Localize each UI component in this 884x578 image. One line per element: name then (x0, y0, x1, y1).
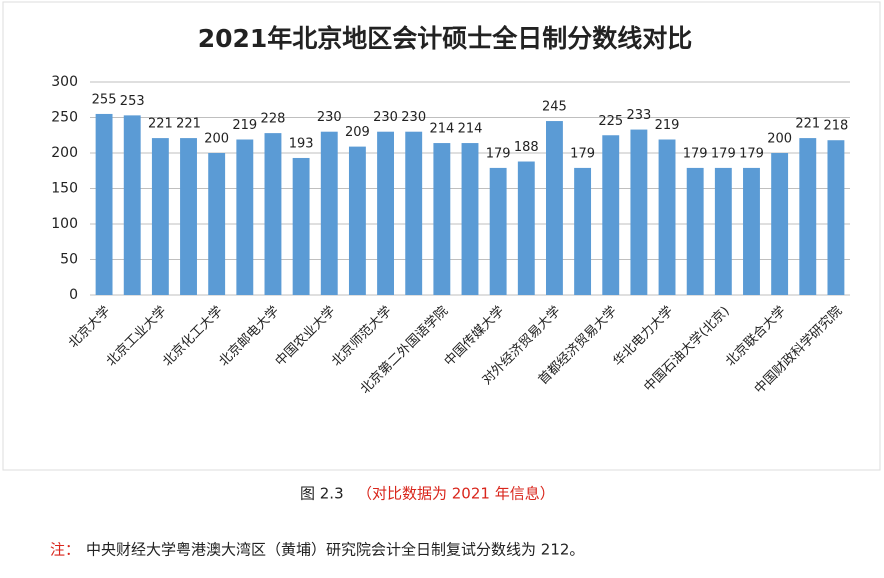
bar (292, 157, 310, 295)
caption-label: 图 2.3 (300, 485, 344, 503)
caption-text: （对比数据为 2021 年信息） (357, 485, 555, 503)
value-label: 219 (232, 118, 257, 133)
value-label: 179 (711, 146, 736, 161)
bar (95, 113, 113, 295)
value-label: 255 (92, 92, 117, 107)
value-label: 200 (204, 132, 229, 147)
bar (574, 167, 592, 295)
value-label: 188 (514, 140, 539, 155)
bar (602, 135, 620, 295)
value-label: 209 (345, 125, 370, 140)
chart-title: 2021年北京地区会计硕士全日制分数线对比 (198, 24, 693, 53)
bar (827, 140, 845, 295)
bar (517, 161, 535, 295)
bar (686, 167, 704, 295)
y-tick-label: 250 (51, 110, 78, 126)
value-label: 193 (289, 136, 314, 151)
bar (208, 153, 226, 295)
y-tick-label: 50 (60, 252, 78, 268)
bar (264, 133, 282, 295)
bar (658, 139, 676, 295)
value-label: 218 (824, 119, 849, 134)
bar (461, 143, 479, 295)
value-label: 230 (373, 110, 398, 125)
value-label: 233 (626, 108, 651, 123)
y-tick-label: 150 (51, 181, 78, 197)
value-label: 179 (683, 146, 708, 161)
value-label: 214 (458, 122, 483, 137)
bar (546, 121, 563, 295)
value-label: 200 (767, 132, 792, 147)
note-text: 中央财经大学粤港澳大湾区（黄埔）研究院会计全日制复试分数线为 212。 (86, 541, 584, 559)
bar (771, 153, 789, 295)
y-tick-label: 0 (69, 287, 78, 303)
bar (799, 138, 817, 295)
value-label: 228 (261, 112, 286, 127)
bar (405, 131, 423, 295)
bar (377, 131, 394, 295)
y-tick-label: 300 (51, 74, 78, 90)
bar (123, 115, 141, 296)
value-label: 230 (317, 110, 342, 125)
value-label: 221 (148, 117, 173, 132)
value-label: 179 (486, 146, 511, 161)
value-label: 214 (429, 122, 454, 137)
value-label: 219 (655, 118, 680, 133)
bar (489, 167, 507, 295)
bar (433, 143, 451, 295)
value-label: 179 (739, 146, 764, 161)
value-label: 221 (176, 117, 201, 132)
note-label: 注： (50, 541, 80, 559)
y-tick-label: 200 (51, 145, 78, 161)
bar (743, 167, 760, 295)
bar (236, 139, 254, 295)
bar (151, 138, 169, 295)
value-label: 230 (401, 110, 426, 125)
bar (348, 146, 366, 295)
bar (320, 131, 338, 295)
value-label: 245 (542, 100, 567, 115)
bar (630, 129, 648, 295)
value-label: 179 (570, 146, 595, 161)
value-label: 221 (795, 117, 820, 132)
value-label: 253 (120, 94, 145, 109)
bar (180, 138, 197, 295)
y-tick-label: 100 (51, 216, 78, 232)
value-label: 225 (598, 114, 623, 129)
bar (714, 167, 732, 295)
